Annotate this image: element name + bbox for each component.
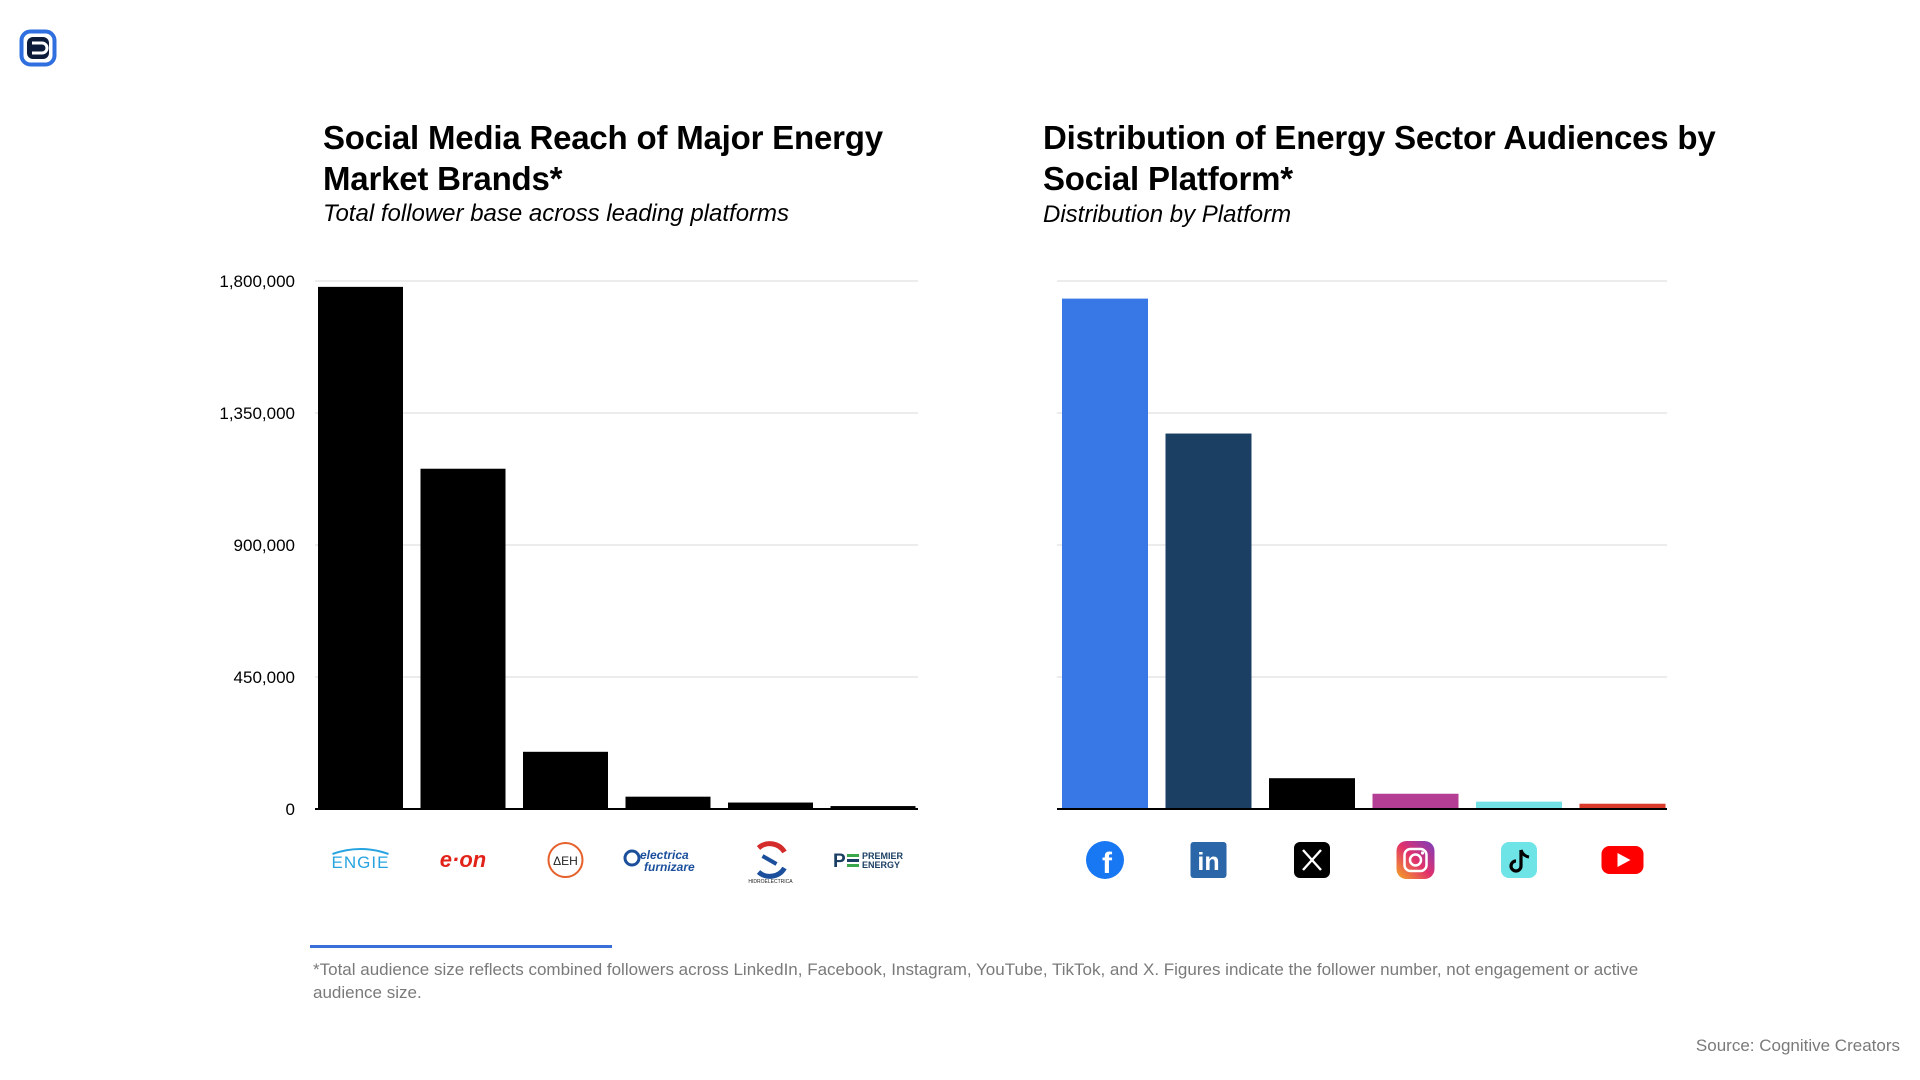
instagram-icon bbox=[1396, 841, 1435, 879]
bar-electrica-furnizare bbox=[625, 796, 711, 809]
brand-logo-engie: ENGIE bbox=[332, 848, 390, 872]
y-tick-label: 900,000 bbox=[234, 536, 295, 555]
bar-engie bbox=[318, 286, 403, 809]
brand-reach-chart: 0 450,000 900,000 1,350,000 1,800,000 ENGIE e·… bbox=[219, 272, 918, 885]
svg-text:HIDROELECTRICA: HIDROELECTRICA bbox=[748, 879, 793, 885]
bar-hidroelectrica bbox=[728, 802, 813, 809]
svg-text:P: P bbox=[833, 851, 846, 872]
svg-text:f: f bbox=[1102, 847, 1113, 880]
left-chart-title: Social Media Reach of Major Energy Marke… bbox=[323, 119, 883, 197]
footnote-divider bbox=[310, 945, 612, 948]
brand-logo-hidroelectrica: HIDROELECTRICA bbox=[748, 841, 793, 885]
svg-text:ΔEH: ΔEH bbox=[553, 854, 578, 868]
svg-text:ENERGY: ENERGY bbox=[862, 860, 900, 870]
svg-text:ENGIE: ENGIE bbox=[332, 853, 390, 872]
youtube-icon bbox=[1601, 846, 1644, 874]
brand-logo-e-on: e·on bbox=[440, 847, 486, 872]
svg-text:e·on: e·on bbox=[440, 847, 486, 872]
bar-facebook bbox=[1062, 298, 1148, 809]
bar-tiktok bbox=[1476, 801, 1562, 809]
cognitive-creators-logo-icon bbox=[19, 29, 57, 67]
facebook-icon: f bbox=[1086, 841, 1124, 880]
y-tick-label: 450,000 bbox=[234, 668, 295, 687]
bar--eh bbox=[523, 751, 608, 809]
left-chart-subtitle: Total follower base across leading platf… bbox=[323, 200, 790, 227]
y-tick-label: 0 bbox=[286, 800, 295, 819]
bar-youtube bbox=[1579, 803, 1666, 809]
bar-linkedin bbox=[1165, 433, 1252, 809]
bar-e-on bbox=[420, 468, 506, 809]
x-icon bbox=[1294, 842, 1330, 878]
tiktok-icon bbox=[1501, 842, 1537, 878]
platform-distribution-chart: f in bbox=[1057, 280, 1667, 880]
bar-premier-energy bbox=[830, 806, 916, 809]
y-tick-label: 1,350,000 bbox=[219, 404, 295, 423]
source-label: Source: Cognitive Creators bbox=[1695, 1036, 1900, 1055]
bar-x bbox=[1269, 778, 1355, 809]
svg-text:furnizare: furnizare bbox=[644, 860, 695, 874]
svg-text:electrica: electrica bbox=[640, 848, 689, 862]
svg-text:PREMIER: PREMIER bbox=[862, 851, 904, 861]
right-chart-subtitle: Distribution by Platform bbox=[1043, 201, 1292, 228]
brand-logo--eh: ΔEH bbox=[547, 842, 584, 878]
linkedin-icon: in bbox=[1190, 842, 1227, 878]
bar-instagram bbox=[1372, 793, 1459, 809]
svg-text:in: in bbox=[1197, 848, 1219, 876]
right-chart-title: Distribution of Energy Sector Audiences … bbox=[1043, 119, 1716, 197]
footnote: *Total audience size reflects combined f… bbox=[313, 960, 1639, 1002]
y-tick-label: 1,800,000 bbox=[219, 272, 295, 291]
